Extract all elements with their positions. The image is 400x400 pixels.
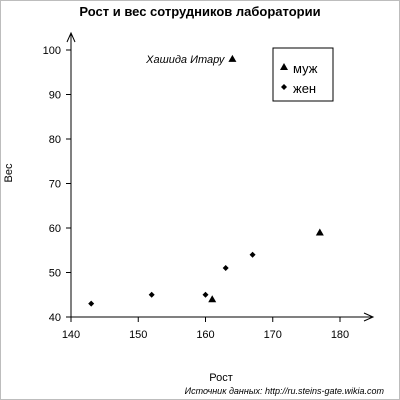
legend-label-female: жен	[293, 81, 316, 96]
triangle-point	[228, 54, 237, 62]
triangle-point	[315, 228, 324, 236]
y-tick-label: 80	[49, 134, 61, 146]
y-tick-label: 40	[49, 312, 61, 324]
diamond-point	[202, 291, 209, 298]
axes	[66, 31, 375, 322]
y-tick-label: 60	[49, 223, 61, 235]
y-axis-arrow	[66, 31, 76, 43]
x-tick-label: 170	[264, 329, 282, 341]
x-tick-label: 150	[129, 329, 147, 341]
x-axis-arrow	[363, 312, 375, 322]
y-tick-label: 100	[43, 45, 61, 57]
diamond-point	[249, 251, 256, 258]
diamond-point	[222, 265, 229, 272]
legend-label-male: муж	[293, 61, 318, 76]
x-tick-label: 180	[331, 329, 349, 341]
triangle-point	[208, 295, 217, 303]
x-tick-label: 160	[196, 329, 214, 341]
legend-box	[272, 47, 334, 102]
data-points	[88, 54, 324, 307]
legend-markers	[280, 63, 288, 90]
diamond-point	[88, 300, 95, 307]
y-axis-label: Вес	[3, 163, 15, 182]
y-tick-label: 70	[49, 179, 61, 191]
ticks: 140 150 160 170 180 40 50 60 70 80 90 100	[43, 45, 350, 341]
x-tick-label: 140	[62, 329, 80, 341]
source-note: Источник данных: http://ru.steins-gate.w…	[185, 386, 385, 396]
legend: муж жен	[272, 47, 334, 102]
legend-marker-male	[280, 63, 288, 70]
legend-marker-female	[281, 84, 287, 90]
diamond-point	[148, 291, 155, 298]
y-tick-label: 50	[49, 268, 61, 280]
chart-title: Рост и вес сотрудников лаборатории	[79, 4, 320, 19]
x-axis-label: Рост	[209, 372, 233, 384]
y-tick-label: 90	[49, 90, 61, 102]
annotation-label: Хашида Итару	[145, 54, 226, 66]
